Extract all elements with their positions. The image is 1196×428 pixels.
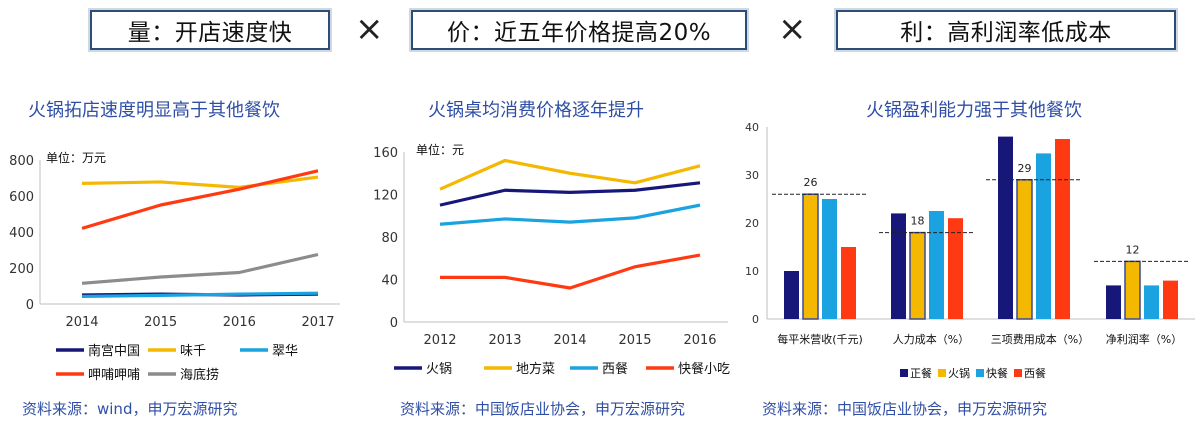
chart3-bar-2 <box>1016 179 1033 320</box>
chart2-xtick-label: 2016 <box>683 333 716 348</box>
chart2-legend-label: 地方菜 <box>516 361 555 377</box>
chart1-title: 火锅拓店速度明显高于其他餐饮 <box>28 100 280 121</box>
chart3-bar-2 <box>802 193 819 320</box>
chart3-plot: 0 10 20 30 40 26 每平米营收(千元) 18 人力成本（%） 29 三项费用成本（%）… <box>745 121 1195 380</box>
chart3-data-label: 29 <box>1018 162 1032 175</box>
chart3-bar-3 <box>1036 153 1051 319</box>
chart3-xtick-label: 三项费用成本（%） <box>991 332 1089 346</box>
chart1-xtick-label: 2016 <box>223 315 256 330</box>
chart2-legend-label: 火锅 <box>426 361 452 377</box>
chart3-bar-1 <box>1106 285 1121 319</box>
chart1-series-line-4 <box>81 169 319 230</box>
chart3-bar-4 <box>948 218 963 319</box>
chart3-bar-4 <box>1055 139 1070 319</box>
header-box-profit: 利：高利润率低成本 <box>836 10 1176 50</box>
chart2-unit-label: 单位：元 <box>416 142 464 157</box>
chart3-bar-3 <box>822 199 837 319</box>
chart3-xtick-label: 每平米营收(千元) <box>777 332 863 346</box>
chart3-bar-3 <box>1144 285 1159 319</box>
chart3-ytick-label: 0 <box>752 313 759 326</box>
chart3-legend-swatch <box>1014 369 1022 377</box>
header-box-price: 价：近五年价格提高20% <box>411 10 747 50</box>
chart3-bar-4 <box>841 247 856 319</box>
chart2-plot: 0 40 80 120 160 2012 2013 2014 2015 2016 单位：元火锅 地方菜… <box>373 142 730 377</box>
chart3-bar-1 <box>784 271 799 319</box>
chart1-ytick-label: 0 <box>26 298 34 313</box>
chart3-bar-1 <box>998 136 1013 319</box>
chart2-xtick-label: 2015 <box>618 333 651 348</box>
chart1-legend-label: 呷哺呷哺 <box>88 368 140 383</box>
chart2-source: 资料来源：中国饭店业协会，申万宏源研究 <box>400 400 686 418</box>
chart3-legend-swatch <box>900 369 908 377</box>
chart3-legend-swatch <box>938 369 946 377</box>
chart3-legend-label: 快餐 <box>986 366 1008 380</box>
header-box-profit-text: 利：高利润率低成本 <box>900 20 1112 46</box>
chart3-data-label: 12 <box>1126 243 1140 256</box>
chart2-xtick-label: 2012 <box>423 333 456 348</box>
chart3-legend-swatch <box>976 369 984 377</box>
chart2-legend-label: 西餐 <box>602 361 628 377</box>
chart2-ytick-label: 160 <box>373 146 398 161</box>
chart2-title: 火锅桌均消费价格逐年提升 <box>428 100 644 121</box>
chart3-legend-label: 西餐 <box>1024 366 1046 380</box>
chart2-ytick-label: 80 <box>381 231 398 246</box>
chart1-xtick-label: 2014 <box>65 315 98 330</box>
chart2-ytick-label: 120 <box>373 189 398 204</box>
header-box-volume: 量：开店速度快 <box>90 10 330 50</box>
chart1-legend-label: 南宫中国 <box>88 343 140 359</box>
chart1-unit-label: 单位：万元 <box>46 150 106 165</box>
chart3-xtick-label: 净利润率（%） <box>1106 332 1182 346</box>
chart3-bar-2 <box>909 231 926 320</box>
times-sign-1: × <box>355 9 384 49</box>
chart1-ytick-label: 400 <box>9 226 34 241</box>
chart2-series-line-2 <box>439 158 701 191</box>
chart3-data-label: 26 <box>804 176 818 189</box>
chart3-ytick-label: 40 <box>745 121 759 134</box>
chart3-ytick-label: 20 <box>745 217 759 230</box>
chart3-bar-2 <box>1124 260 1141 320</box>
chart3-ytick-label: 10 <box>745 265 759 278</box>
chart1-xtick-label: 2017 <box>301 315 334 330</box>
chart2-series-line-3 <box>439 203 701 226</box>
chart1-legend-label: 海底捞 <box>180 367 219 383</box>
chart2-xtick-label: 2013 <box>488 333 521 348</box>
chart2-series-line-4 <box>440 253 701 290</box>
chart3-bar-4 <box>1163 280 1178 319</box>
header-box-price-text: 价：近五年价格提高20% <box>446 20 712 46</box>
chart1-series-line-3 <box>81 291 319 299</box>
header-box-volume-text: 量：开店速度快 <box>127 20 293 46</box>
chart3-ytick-label: 30 <box>745 169 759 182</box>
chart2-ytick-label: 40 <box>381 274 398 289</box>
chart3-bar-3 <box>929 211 944 319</box>
chart3-legend-label: 正餐 <box>910 366 932 380</box>
chart2-ytick-label: 0 <box>390 316 398 331</box>
chart2-legend-label: 快餐小吃 <box>678 361 730 377</box>
chart3-xtick-label: 人力成本（%） <box>893 332 969 346</box>
chart3-bar-1 <box>891 213 906 319</box>
chart3-data-label: 18 <box>911 215 925 228</box>
chart1-legend-label: 味千 <box>180 344 206 359</box>
chart1-ytick-label: 800 <box>9 154 34 169</box>
times-sign-2: × <box>778 9 807 49</box>
chart2-xtick-label: 2014 <box>553 333 586 348</box>
chart1-source: 资料来源：wind，申万宏源研究 <box>22 400 238 418</box>
chart1-ytick-label: 600 <box>9 190 34 205</box>
chart3-legend-label: 火锅 <box>948 367 970 380</box>
chart3-title: 火锅盈利能力强于其他餐饮 <box>866 100 1082 121</box>
chart2-series-line-1 <box>439 181 701 207</box>
chart3-source: 资料来源：中国饭店业协会，申万宏源研究 <box>762 400 1048 418</box>
chart1-xtick-label: 2015 <box>144 315 177 330</box>
chart1-series-line-5 <box>81 252 319 285</box>
chart1-series-line-2 <box>81 175 319 189</box>
chart1-legend-label: 翠华 <box>272 344 298 359</box>
chart1-ytick-label: 200 <box>9 262 34 277</box>
